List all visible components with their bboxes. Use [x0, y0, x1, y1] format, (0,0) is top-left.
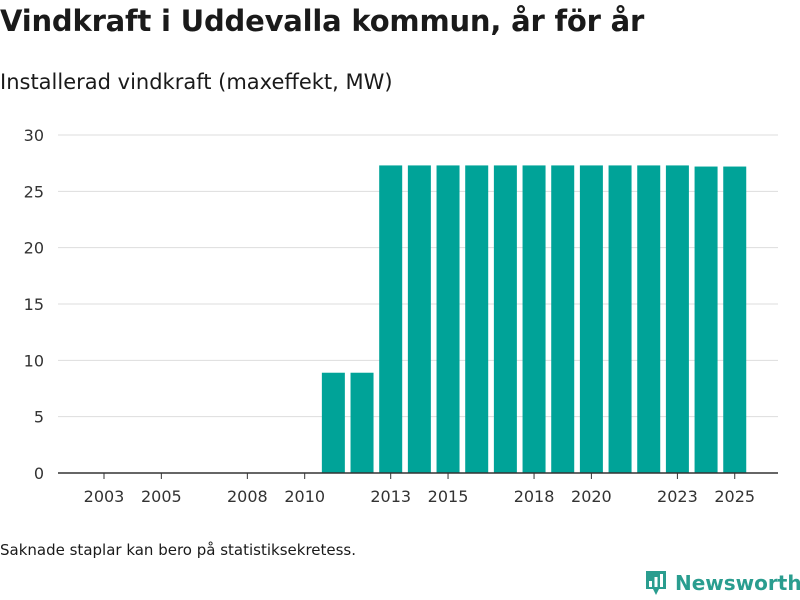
- y-tick-label: 0: [34, 464, 44, 483]
- bar-2021: [608, 165, 632, 474]
- x-tick-label: 2010: [284, 487, 325, 506]
- bar-2016: [465, 165, 489, 474]
- bar-2011: [321, 372, 345, 473]
- y-tick-label: 20: [24, 239, 44, 258]
- bar-2025: [723, 166, 747, 473]
- y-tick-label: 25: [24, 182, 44, 201]
- x-tick-label: 2020: [571, 487, 612, 506]
- x-tick-label: 2023: [657, 487, 698, 506]
- x-tick-label: 2008: [227, 487, 268, 506]
- y-tick-label: 15: [24, 295, 44, 314]
- bar-2014: [407, 165, 431, 474]
- bar-2022: [637, 165, 661, 474]
- brand-name: Newsworthy: [675, 571, 800, 595]
- x-tick-label: 2018: [514, 487, 555, 506]
- bar-2023: [665, 165, 689, 474]
- x-tick-label: 2003: [84, 487, 125, 506]
- newsworthy-logo-icon: [646, 571, 666, 595]
- y-tick-label: 5: [34, 408, 44, 427]
- bar-2018: [522, 165, 546, 474]
- bar-2015: [436, 165, 460, 474]
- chart-title: Vindkraft i Uddevalla kommun, år för år: [0, 4, 645, 38]
- bar-2013: [379, 165, 403, 474]
- footnote: Saknade staplar kan bero på statistiksek…: [0, 541, 357, 559]
- bar-2019: [551, 165, 575, 474]
- y-tick-label: 10: [24, 351, 44, 370]
- bar-2012: [350, 372, 374, 473]
- brand-logo[interactable]: Newsworthy: [644, 568, 800, 598]
- chart-subtitle: Installerad vindkraft (maxeffekt, MW): [0, 70, 393, 94]
- x-tick-label: 2025: [714, 487, 755, 506]
- x-tick-label: 2005: [141, 487, 182, 506]
- y-tick-label: 30: [24, 126, 44, 145]
- x-tick-label: 2013: [370, 487, 411, 506]
- bar-2017: [493, 165, 517, 474]
- bars: [321, 165, 747, 474]
- bar-2024: [694, 166, 718, 473]
- x-tick-label: 2015: [428, 487, 469, 506]
- bar-2020: [579, 165, 603, 474]
